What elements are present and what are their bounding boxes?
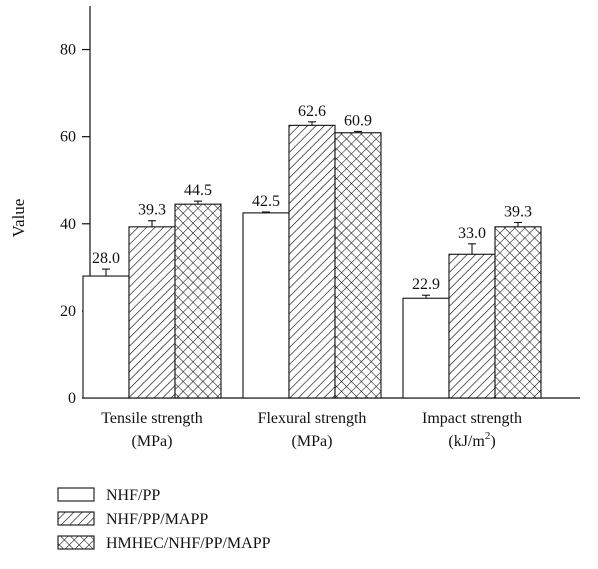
category-unit-label: (kJ/m2) [448, 430, 495, 450]
category-labels: Tensile strength (MPa) Flexural strength (M… [101, 410, 522, 450]
data-label: 60.9 [344, 112, 372, 129]
bar [402, 297, 450, 399]
data-label: 33.0 [458, 225, 486, 242]
y-tick-label: 60 [60, 129, 76, 146]
data-label: 62.6 [298, 103, 326, 120]
y-tick-label: 80 [60, 42, 76, 59]
legend-label: NHF/PP [106, 487, 160, 504]
data-label: 22.9 [412, 276, 440, 293]
legend-label: NHF/PP/MAPP [106, 511, 208, 528]
bar [82, 275, 130, 399]
category-unit-label: (MPa) [292, 433, 333, 450]
data-label: 42.5 [252, 193, 280, 210]
legend: NHF/PP NHF/PP/MAPP HMHEC/NHF/PP/MAPP [57, 487, 271, 552]
category-label: Impact strength [422, 410, 522, 427]
data-label: 28.0 [92, 250, 120, 267]
category-unit-label: (MPa) [132, 433, 173, 450]
y-tick-label: 40 [60, 216, 76, 233]
bar [128, 226, 176, 399]
y-ticks: 0 20 40 60 80 [60, 42, 90, 407]
bar [174, 203, 222, 399]
bars: 28.0 42.5 22.9 39.3 62.6 33.0 44.5 60.9 39.3 [82, 103, 542, 399]
data-label: 39.3 [138, 202, 166, 219]
y-axis-title: Value [9, 199, 28, 238]
legend-label: HMHEC/NHF/PP/MAPP [106, 535, 271, 552]
legend-swatch [57, 511, 95, 526]
data-label: 44.5 [184, 182, 212, 199]
bar [494, 226, 542, 399]
bar [242, 212, 290, 399]
y-tick-label: 20 [60, 303, 76, 320]
legend-swatch [57, 487, 95, 502]
category-label: Flexural strength [258, 410, 367, 427]
data-label: 39.3 [504, 203, 532, 220]
bar [334, 132, 382, 399]
legend-swatch [57, 535, 95, 550]
bar [448, 253, 496, 399]
bar [288, 124, 336, 399]
y-tick-label: 0 [68, 390, 76, 407]
category-label: Tensile strength [101, 410, 203, 427]
